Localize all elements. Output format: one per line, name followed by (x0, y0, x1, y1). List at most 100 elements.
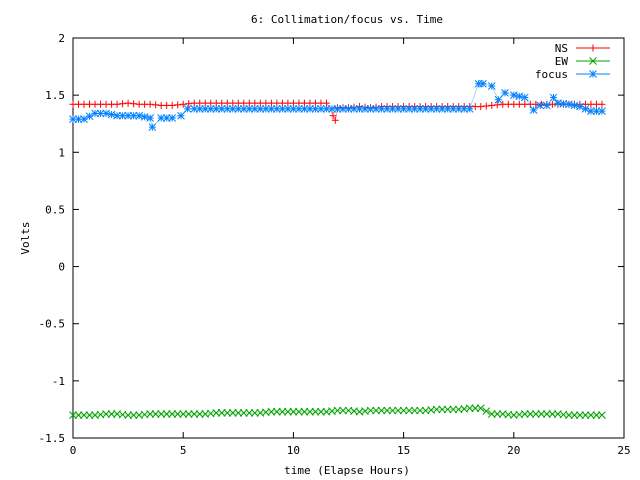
x-tick-label: 15 (397, 444, 410, 457)
data-point-focus (350, 105, 358, 113)
data-point-ew (162, 410, 171, 418)
data-point-ns (598, 100, 606, 108)
data-point-focus (190, 105, 199, 113)
data-point-ew (278, 407, 287, 416)
data-point-ew (173, 410, 182, 418)
data-point-focus (366, 105, 375, 113)
data-point-ew (531, 410, 540, 418)
data-point-focus (295, 105, 303, 113)
data-point-ew (493, 410, 502, 418)
data-point-focus (146, 114, 154, 122)
data-point-focus (549, 93, 558, 102)
data-point-ew (168, 410, 177, 418)
data-point-ew (129, 411, 138, 419)
data-point-ew (520, 410, 529, 418)
data-point-ew (443, 405, 452, 414)
legend-label-ew: EW (555, 55, 569, 68)
data-point-focus (581, 105, 590, 113)
data-point-ew (377, 406, 386, 415)
data-point-ew (239, 409, 248, 417)
series-focus (69, 79, 606, 131)
data-point-focus (80, 115, 88, 123)
data-point-ew (416, 406, 424, 415)
data-point-ew (146, 410, 154, 418)
data-point-ew (295, 407, 303, 416)
legend-marker-ew (589, 57, 597, 65)
data-point-focus (598, 107, 606, 115)
chart-title: 6: Collimation/focus vs. Time (251, 13, 443, 26)
data-point-ew (394, 406, 402, 415)
data-point-ew (449, 405, 458, 414)
data-point-ew (273, 407, 281, 416)
data-point-focus (529, 106, 538, 114)
axis-ticks: 0 5 10 15 20 25 2 1.5 1 0.5 0 -0.5 -1 -1.5 (39, 32, 631, 457)
data-point-ew (212, 409, 221, 417)
data-point-ns (146, 100, 154, 108)
plot-frame (72, 37, 625, 439)
data-point-ew (405, 406, 413, 415)
data-point-ew (366, 406, 375, 415)
data-point-ew (339, 406, 347, 415)
data-point-ew (388, 406, 397, 415)
data-point-ew (383, 406, 391, 415)
y-tick-label: -1.5 (39, 432, 66, 445)
series-ew (69, 404, 606, 419)
data-point-ew (548, 410, 557, 418)
y-tick-label: -1 (52, 375, 65, 388)
data-point-ew (306, 407, 314, 416)
data-point-ew (69, 411, 77, 419)
data-point-ns (493, 101, 501, 109)
y-tick-label: 0.5 (45, 203, 65, 216)
data-point-ns (130, 100, 138, 108)
data-point-ns (331, 116, 339, 124)
data-point-ew (482, 407, 491, 415)
data-point-focus (487, 82, 496, 90)
data-point-ew (592, 411, 601, 419)
data-point-ns (119, 100, 127, 108)
data-point-focus (148, 123, 157, 131)
data-point-ns (477, 103, 485, 111)
data-point-ew (217, 409, 226, 417)
data-point-ew (151, 410, 160, 418)
data-point-ns (488, 101, 496, 109)
data-point-ew (184, 410, 193, 418)
data-point-ew (289, 407, 298, 416)
data-point-focus (344, 105, 353, 113)
data-point-ew (300, 407, 309, 416)
data-point-ew (223, 409, 232, 417)
data-point-ew (228, 409, 237, 417)
data-point-focus (183, 105, 192, 113)
data-point-focus (449, 105, 458, 113)
data-point-ns (185, 100, 193, 108)
data-point-ew (565, 411, 573, 419)
data-point-focus (410, 105, 419, 113)
data-point-ew (587, 411, 595, 419)
y-axis-title: Volts (19, 221, 32, 254)
data-point-ew (190, 410, 199, 418)
data-point-ew (570, 411, 579, 419)
data-point-ew (476, 404, 485, 413)
data-point-ew (179, 410, 188, 418)
y-tick-label: 1.5 (45, 89, 65, 102)
data-point-ew (250, 409, 259, 417)
y-tick-label: -0.5 (39, 318, 66, 331)
data-point-ew (80, 411, 88, 419)
data-point-focus (96, 109, 105, 118)
data-point-ew (267, 407, 276, 416)
data-point-ew (399, 406, 408, 415)
data-point-focus (421, 105, 430, 113)
y-tick-label: 2 (58, 32, 65, 45)
data-point-ns (168, 101, 176, 109)
legend-label-focus: focus (535, 68, 568, 81)
data-point-ew (124, 411, 132, 419)
data-point-ew (432, 405, 441, 414)
data-point-ew (333, 406, 342, 415)
data-point-ns (482, 102, 490, 110)
data-point-ew (438, 405, 447, 414)
data-point-ew (410, 406, 419, 415)
data-point-ns (124, 99, 132, 107)
data-point-ns (179, 100, 187, 108)
data-point-ew (471, 404, 480, 413)
